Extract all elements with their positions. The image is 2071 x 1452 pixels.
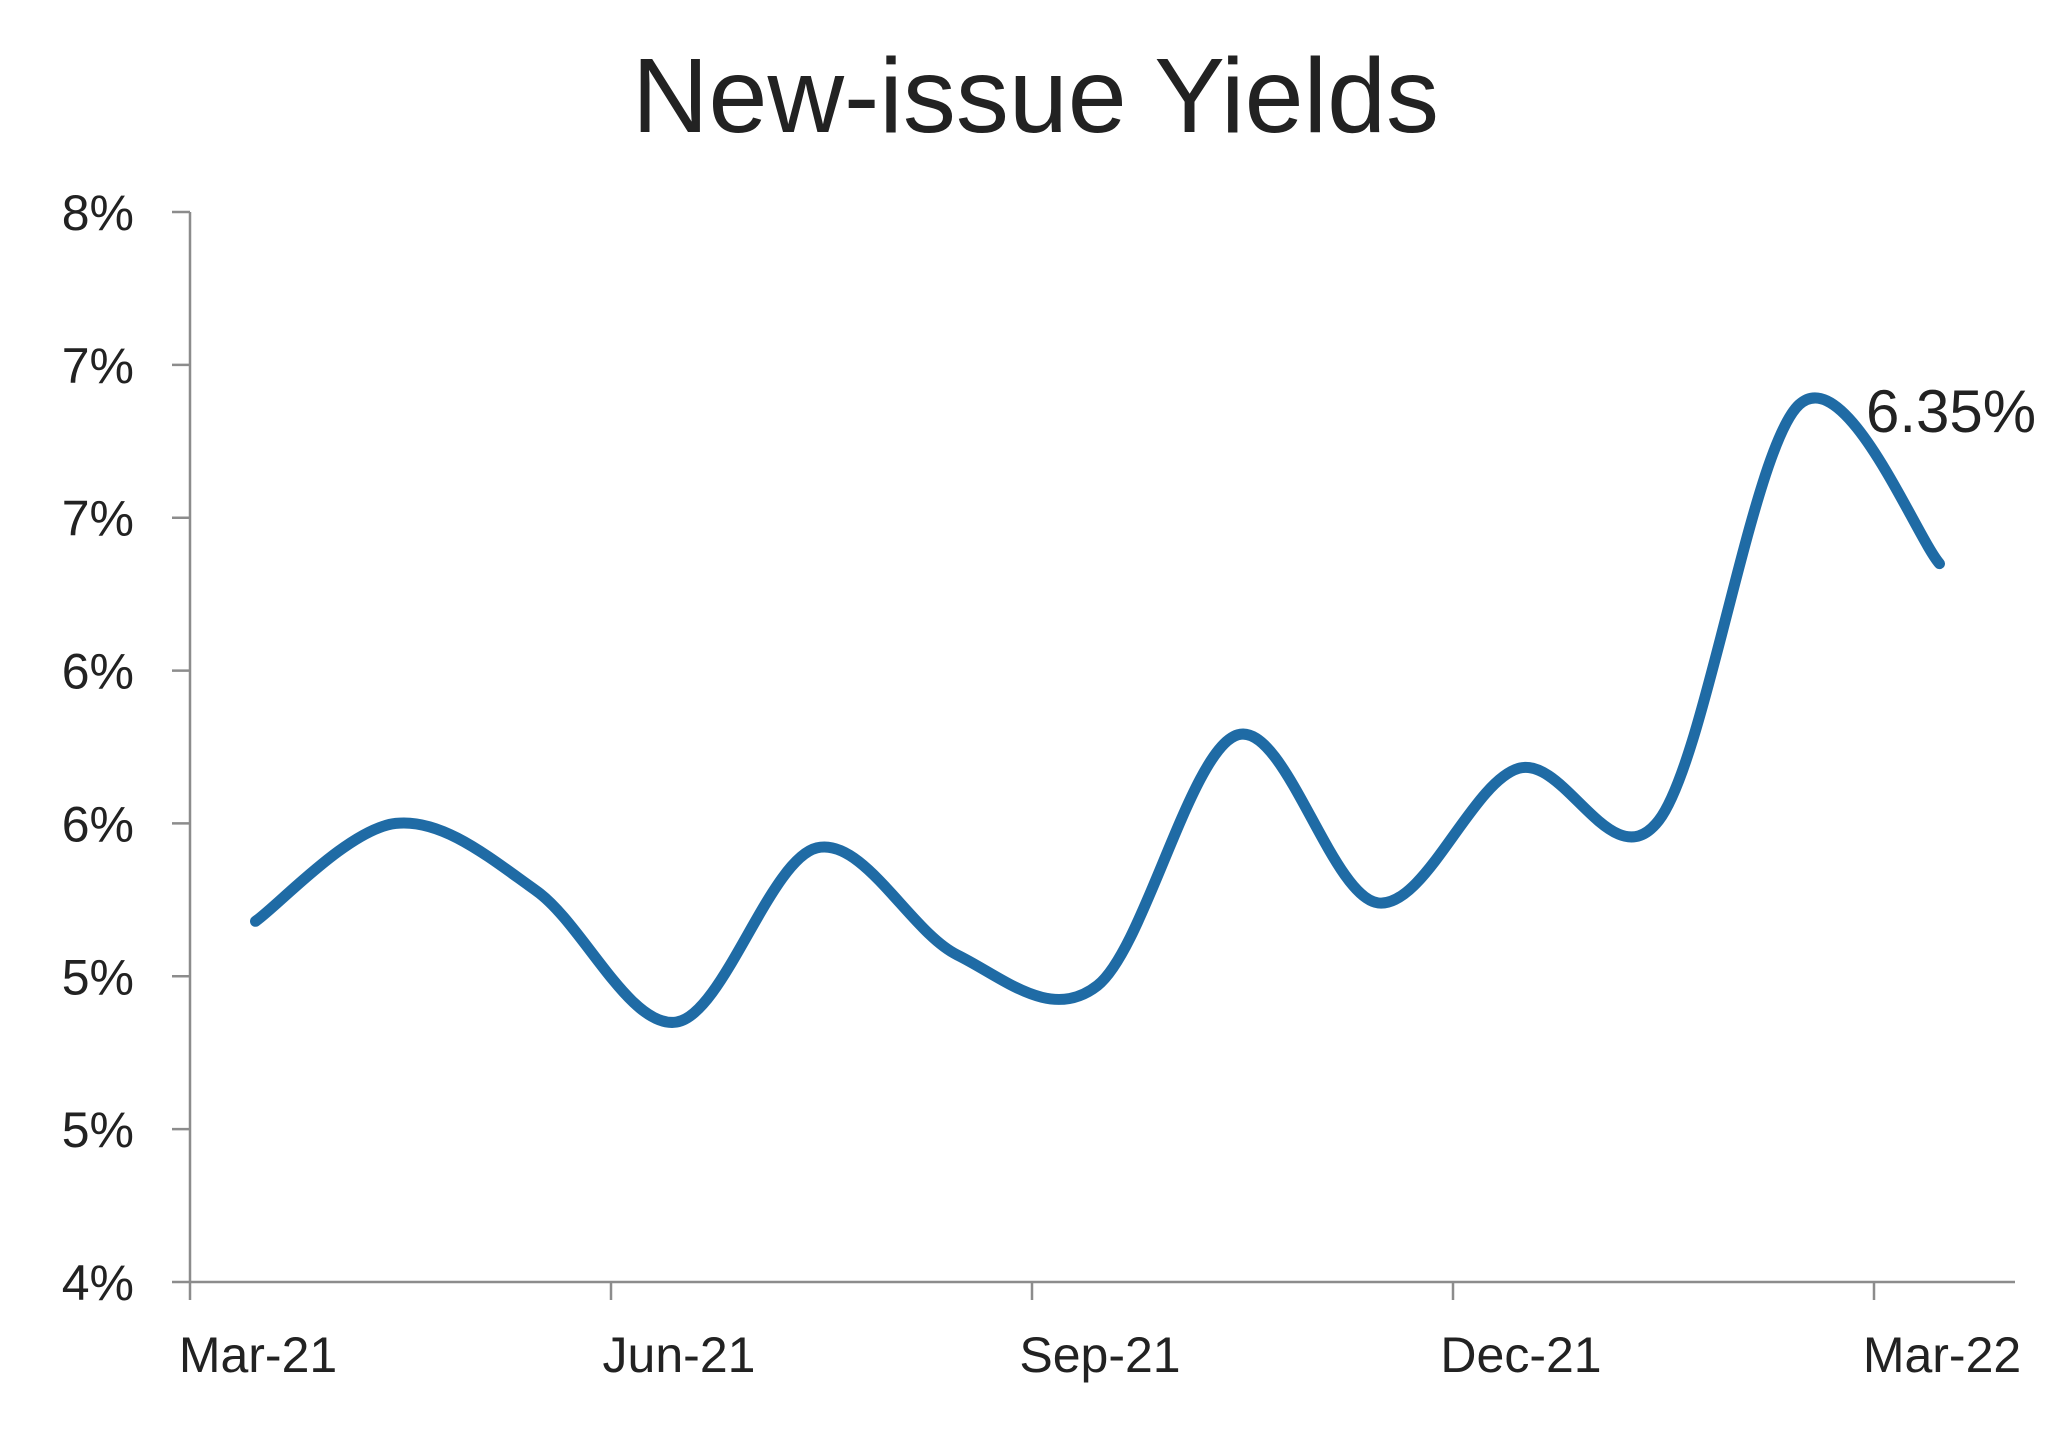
y-tick-label: 6% <box>62 796 134 852</box>
y-tick-label: 7% <box>62 491 134 547</box>
x-tick-label: Mar-22 <box>1863 1327 2021 1383</box>
y-axis: 4% 5% 5% 6% 6% 7% 7% 8% <box>62 185 190 1311</box>
data-point <box>390 818 401 829</box>
series-line <box>250 392 1945 1028</box>
x-tick-label: Jun-21 <box>603 1327 756 1383</box>
data-point <box>952 949 963 960</box>
data-point <box>1373 897 1384 908</box>
annotation-layer: 6.35% <box>1866 378 2036 445</box>
data-point <box>1513 763 1524 774</box>
x-tick-label: Dec-21 <box>1440 1327 1601 1383</box>
data-point <box>671 1017 682 1028</box>
series-layer <box>250 392 1945 1028</box>
y-tick-label: 8% <box>62 185 134 241</box>
x-axis: Mar-21 Jun-21 Sep-21 Dec-21 Mar-22 <box>179 1282 2021 1383</box>
data-point <box>811 842 822 853</box>
data-point <box>1653 815 1664 826</box>
y-tick-label: 6% <box>62 644 134 700</box>
data-label: 6.35% <box>1866 378 2036 445</box>
data-point <box>1934 558 1945 569</box>
data-point <box>1794 399 1805 410</box>
x-tick-label: Mar-21 <box>179 1327 337 1383</box>
x-tick-label: Sep-21 <box>1019 1327 1180 1383</box>
data-point <box>250 916 261 927</box>
data-point <box>531 885 542 896</box>
y-tick-label: 4% <box>62 1255 134 1311</box>
chart-title: New-issue Yields <box>631 37 1440 155</box>
data-point <box>1092 980 1103 991</box>
y-tick-label: 7% <box>62 338 134 394</box>
y-tick-label: 5% <box>62 949 134 1005</box>
data-point <box>1232 729 1243 740</box>
y-tick-label: 5% <box>62 1102 134 1158</box>
